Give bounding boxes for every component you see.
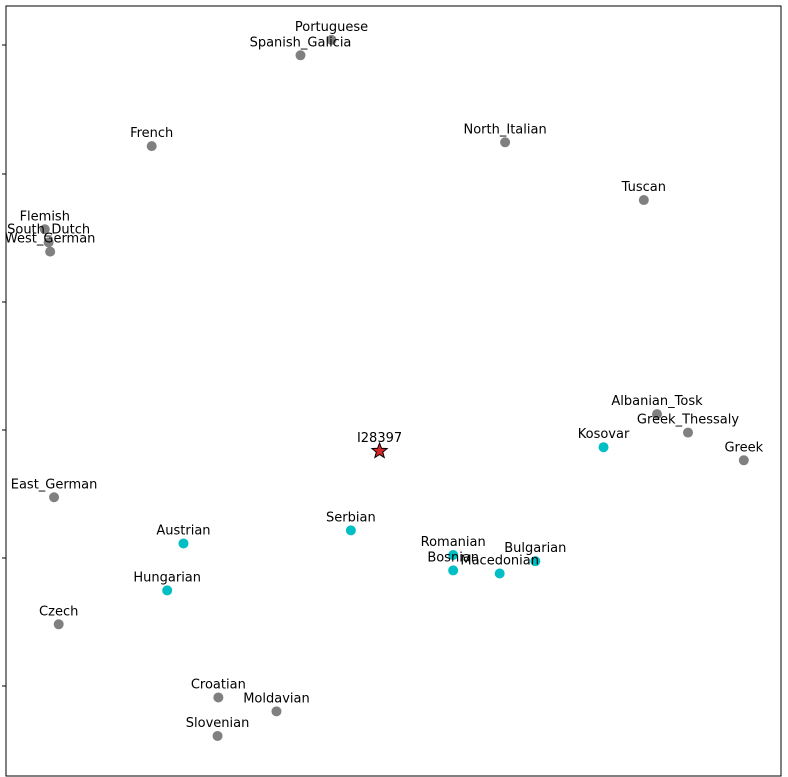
label-kosovar: Kosovar [578, 427, 630, 442]
point-greek-thessaly [683, 427, 693, 438]
label-south-dutch: South_Dutch [7, 222, 90, 237]
point-east-german [49, 492, 60, 503]
label-portuguese: Portuguese [295, 20, 368, 35]
label-czech: Czech [39, 604, 78, 619]
label-bulgarian: Bulgarian [504, 541, 566, 556]
label-north-italian: North_Italian [464, 122, 547, 137]
data-points [39, 34, 749, 741]
point-moldavian [271, 706, 282, 717]
point-bulgarian [530, 556, 541, 567]
point-portuguese [326, 34, 337, 45]
label-east-german: East_German [11, 477, 98, 492]
point-austrian [178, 538, 189, 549]
label-greek-thessaly: Greek_Thessaly [637, 413, 739, 428]
label-greek: Greek [724, 440, 763, 455]
point-i28397 [370, 441, 389, 459]
point-romanian [448, 550, 459, 561]
label-hungarian: Hungarian [133, 570, 201, 585]
point-albanian-tosk [652, 409, 662, 420]
label-austrian: Austrian [156, 523, 210, 538]
label-i28397: I28397 [357, 431, 402, 446]
point-greek [738, 455, 749, 466]
label-macedonian: Macedonian [460, 553, 539, 568]
point-croatian [213, 692, 224, 703]
point-serbian [345, 525, 356, 536]
label-bosnian: Bosnian [427, 550, 479, 565]
label-spanish-galicia: Spanish_Galicia [250, 35, 352, 50]
point-tuscan [638, 195, 649, 206]
label-tuscan: Tuscan [621, 180, 666, 195]
label-french: French [130, 126, 173, 141]
label-moldavian: Moldavian [243, 691, 310, 706]
point-french [146, 141, 157, 152]
point-kosovar [598, 442, 609, 453]
label-flemish: Flemish [20, 209, 70, 224]
point-hungarian [162, 585, 173, 596]
label-albanian-tosk: Albanian_Tosk [611, 394, 703, 409]
label-west-german: West_German [5, 232, 96, 247]
label-serbian: Serbian [326, 510, 376, 525]
label-romanian: Romanian [421, 535, 486, 550]
point-west-german [45, 246, 56, 257]
point-bosnian [448, 565, 459, 576]
label-slovenian: Slovenian [186, 716, 250, 731]
point-spanish-galicia [295, 50, 306, 61]
point-north-italian [500, 137, 511, 148]
y-axis-ticks [2, 44, 6, 687]
point-macedonian [494, 568, 505, 579]
point-slovenian [212, 730, 223, 741]
point-flemish [39, 224, 50, 235]
plot-frame [5, 5, 782, 777]
point-czech [53, 619, 64, 630]
point-south-dutch [43, 237, 54, 248]
label-croatian: Croatian [191, 677, 246, 692]
